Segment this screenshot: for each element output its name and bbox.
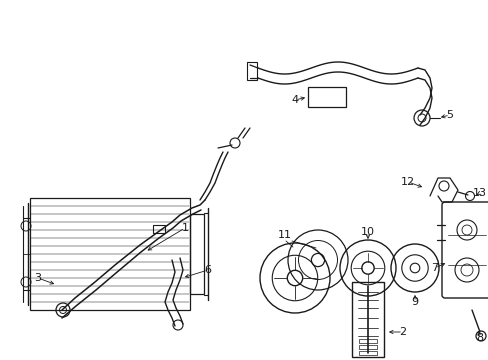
Text: 11: 11 (278, 230, 291, 240)
Text: 4: 4 (291, 95, 298, 105)
Bar (358, 339, 376, 343)
Text: 2: 2 (399, 327, 406, 337)
Bar (351, 282, 383, 357)
Text: 8: 8 (475, 333, 483, 343)
Text: 7: 7 (430, 263, 438, 273)
Bar (307, 87, 346, 107)
Text: 5: 5 (446, 110, 452, 120)
Bar (358, 351, 376, 355)
Text: 1: 1 (181, 223, 188, 233)
Bar (190, 214, 203, 294)
Text: 3: 3 (35, 273, 41, 283)
Text: 9: 9 (410, 297, 418, 307)
Text: 13: 13 (472, 188, 486, 198)
Text: 10: 10 (360, 227, 374, 237)
Bar (30, 198, 190, 310)
Bar (246, 62, 257, 80)
Text: 12: 12 (400, 177, 414, 187)
Text: 6: 6 (204, 265, 211, 275)
Bar (153, 225, 164, 233)
Bar (358, 345, 376, 349)
